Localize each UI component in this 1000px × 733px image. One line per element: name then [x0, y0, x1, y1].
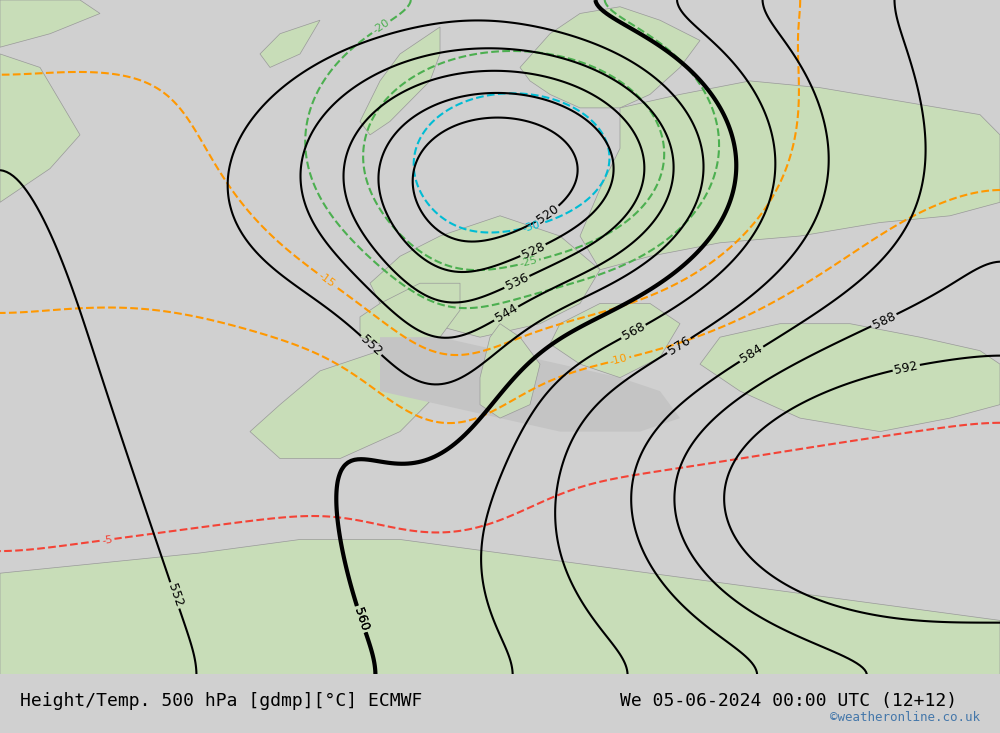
- Text: 560: 560: [351, 606, 371, 633]
- Polygon shape: [550, 303, 680, 377]
- Polygon shape: [260, 21, 320, 67]
- Text: 552: 552: [358, 333, 384, 358]
- Text: 584: 584: [738, 342, 765, 366]
- Text: 592: 592: [893, 359, 919, 377]
- Polygon shape: [370, 216, 600, 337]
- Text: 568: 568: [620, 320, 647, 343]
- Polygon shape: [0, 54, 80, 202]
- Text: -30: -30: [522, 219, 542, 234]
- Text: -10: -10: [609, 353, 629, 367]
- Polygon shape: [700, 324, 1000, 432]
- Text: -5: -5: [101, 534, 113, 545]
- Text: Height/Temp. 500 hPa [gdmp][°C] ECMWF: Height/Temp. 500 hPa [gdmp][°C] ECMWF: [20, 692, 422, 710]
- Polygon shape: [250, 337, 440, 459]
- Polygon shape: [580, 81, 1000, 270]
- Polygon shape: [380, 337, 680, 432]
- Polygon shape: [520, 7, 700, 108]
- Text: 520: 520: [534, 202, 561, 226]
- Text: 536: 536: [503, 271, 530, 293]
- Text: ©weatheronline.co.uk: ©weatheronline.co.uk: [830, 711, 980, 724]
- Polygon shape: [480, 324, 540, 418]
- Polygon shape: [0, 539, 1000, 674]
- Text: 544: 544: [493, 302, 520, 325]
- Text: 560: 560: [351, 606, 371, 633]
- Text: 576: 576: [665, 334, 692, 358]
- Text: 528: 528: [519, 240, 547, 261]
- Text: 588: 588: [870, 309, 898, 331]
- Polygon shape: [0, 0, 100, 47]
- Text: We 05-06-2024 00:00 UTC (12+12): We 05-06-2024 00:00 UTC (12+12): [620, 692, 957, 710]
- Text: -20: -20: [371, 18, 392, 36]
- Text: -15: -15: [316, 270, 336, 289]
- Polygon shape: [360, 27, 440, 135]
- Text: 552: 552: [165, 582, 185, 609]
- Polygon shape: [360, 283, 460, 350]
- Text: -25: -25: [518, 255, 538, 270]
